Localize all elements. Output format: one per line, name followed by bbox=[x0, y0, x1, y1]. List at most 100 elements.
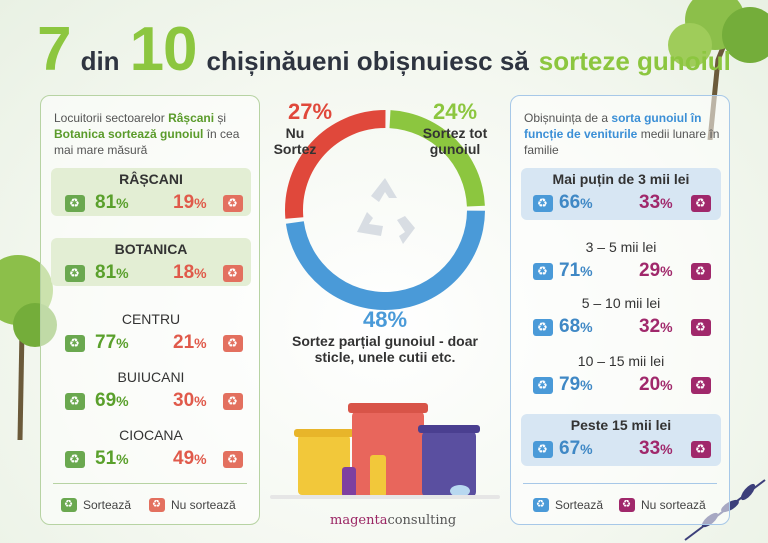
nosort-percent: 33% bbox=[639, 438, 673, 459]
recycle-bin-icon bbox=[533, 263, 553, 280]
recycle-bin-icon bbox=[65, 195, 85, 212]
slice-label-nu-sortez: 27% Nu Sortez bbox=[270, 99, 350, 157]
sector-name: RÂȘCANI bbox=[119, 171, 183, 187]
legend-divider bbox=[53, 483, 247, 484]
legend-nosort: Nu sortează bbox=[149, 498, 236, 512]
title-din: din bbox=[80, 46, 120, 76]
recycle-bin-icon bbox=[65, 451, 85, 468]
income-bracket: Mai puțin de 3 mii lei bbox=[552, 171, 690, 187]
donut-chart bbox=[285, 109, 485, 310]
nosort-percent: 18% bbox=[173, 262, 207, 283]
sector-row: BOTANICA 81% 18% bbox=[51, 238, 251, 286]
recycle-bin-icon bbox=[533, 195, 553, 212]
legend-nosort: Nu sortează bbox=[619, 498, 706, 512]
slice-text: Sortez tot gunoiul bbox=[422, 125, 488, 157]
nosort-percent: 29% bbox=[639, 260, 673, 281]
intro-bold: sorta gunoiul în funcție de veniturile bbox=[524, 111, 702, 141]
title-accent: sorteze gunoiul bbox=[538, 46, 731, 76]
income-bracket: 10 – 15 mii lei bbox=[577, 353, 665, 369]
recycle-bin-icon bbox=[533, 498, 549, 512]
sector-row: CIOCANA 51% 49% bbox=[51, 424, 251, 472]
title-number-10: 10 bbox=[129, 15, 198, 84]
trash-bin-icon bbox=[691, 377, 711, 394]
donut-chart-area: 27% Nu Sortez 24% Sortez tot gunoiul 48%… bbox=[270, 95, 500, 525]
income-row: Mai puțin de 3 mii lei 66% 33% bbox=[521, 168, 721, 220]
sector-name: BUIUCANI bbox=[117, 369, 185, 385]
legend-sort-label: Sortează bbox=[83, 498, 132, 512]
sector-name: BOTANICA bbox=[114, 241, 188, 257]
trash-bin-icon bbox=[223, 451, 243, 468]
legend-sort-label: Sortează bbox=[555, 498, 604, 512]
recycle-bin-icon bbox=[65, 393, 85, 410]
sector-name: CIOCANA bbox=[119, 427, 183, 443]
income-bracket: 5 – 10 mii lei bbox=[581, 295, 661, 311]
income-row: Peste 15 mii lei 67% 33% bbox=[521, 414, 721, 466]
nosort-percent: 19% bbox=[173, 192, 207, 213]
intro-text: Obișnuința de a bbox=[524, 111, 612, 125]
sector-name: CENTRU bbox=[121, 311, 181, 327]
recycle-bin-icon bbox=[65, 265, 85, 282]
title-text: chișinăueni obișnuiesc să bbox=[206, 46, 529, 76]
trash-bin-icon bbox=[223, 265, 243, 282]
title-number-7: 7 bbox=[37, 15, 71, 84]
sectors-intro: Locuitorii sectoarelor Râșcani și Botani… bbox=[54, 110, 254, 158]
intro-bold: Botanica sortează gunoiul bbox=[54, 127, 204, 141]
legend-nosort-label: Nu sortează bbox=[641, 498, 706, 512]
sort-percent: 69% bbox=[95, 390, 129, 411]
slice-value: 27% bbox=[287, 99, 333, 124]
sort-percent: 71% bbox=[559, 260, 593, 281]
slice-label-sortez-partial: 48% Sortez parțial gunoiul - doar sticle… bbox=[280, 307, 490, 365]
recycle-bin-icon bbox=[533, 319, 553, 336]
sort-percent: 81% bbox=[95, 192, 129, 213]
recycle-bin-icon bbox=[65, 335, 85, 352]
slice-text: Sortez parțial gunoiul - doar sticle, un… bbox=[292, 333, 478, 365]
recycle-icon bbox=[357, 178, 415, 244]
nosort-percent: 32% bbox=[639, 316, 673, 337]
legend-nosort-label: Nu sortează bbox=[171, 498, 236, 512]
trash-bin-icon bbox=[691, 319, 711, 336]
trash-bin-icon bbox=[691, 195, 711, 212]
trash-bin-icon bbox=[223, 393, 243, 410]
trash-bin-icon bbox=[223, 335, 243, 352]
donut-slice-2 bbox=[285, 210, 485, 310]
donut-slice-1 bbox=[389, 110, 485, 207]
nosort-percent: 21% bbox=[173, 332, 207, 353]
intro-text: medii lunare în familie bbox=[524, 127, 720, 157]
intro-text: Locuitorii sectoarelor bbox=[54, 111, 169, 125]
nosort-percent: 30% bbox=[173, 390, 207, 411]
trash-bin-icon bbox=[149, 498, 165, 512]
legend-sort: Sortează bbox=[61, 498, 131, 512]
slice-value: 48% bbox=[362, 307, 408, 332]
sort-percent: 68% bbox=[559, 316, 593, 337]
sort-percent: 79% bbox=[559, 374, 593, 395]
sectors-panel: Locuitorii sectoarelor Râșcani și Botani… bbox=[40, 95, 260, 525]
slice-text: Nu Sortez bbox=[273, 125, 317, 157]
sort-percent: 66% bbox=[559, 192, 593, 213]
income-bracket: Peste 15 mii lei bbox=[570, 417, 672, 433]
slice-label-sortez-tot: 24% Sortez tot gunoiul bbox=[410, 99, 500, 157]
income-panel: Obișnuința de a sorta gunoiul în funcție… bbox=[510, 95, 730, 525]
recycle-bin-icon bbox=[61, 498, 77, 512]
sort-percent: 81% bbox=[95, 262, 129, 283]
sector-row: BUIUCANI 69% 30% bbox=[51, 366, 251, 414]
garbage-bins-illustration-icon bbox=[270, 403, 500, 499]
intro-bold: Râșcani bbox=[168, 111, 215, 125]
sort-percent: 51% bbox=[95, 448, 129, 469]
nosort-percent: 20% bbox=[639, 374, 673, 395]
brand-logo: magentaconsulting bbox=[330, 513, 456, 528]
recycle-bin-icon bbox=[533, 377, 553, 394]
trash-bin-icon bbox=[223, 195, 243, 212]
recycle-bin-icon bbox=[533, 441, 553, 458]
trash-bin-icon bbox=[691, 441, 711, 458]
nosort-percent: 33% bbox=[639, 192, 673, 213]
sort-percent: 77% bbox=[95, 332, 129, 353]
slice-value: 24% bbox=[432, 99, 478, 124]
income-intro: Obișnuința de a sorta gunoiul în funcție… bbox=[524, 110, 724, 158]
legend-sort: Sortează bbox=[533, 498, 603, 512]
sort-percent: 67% bbox=[559, 438, 593, 459]
sector-row: RÂȘCANI 81% 19% bbox=[51, 168, 251, 216]
brand-part2: consulting bbox=[387, 513, 457, 528]
page-title: 7 din 10 chișinăueni obișnuiesc să sorte… bbox=[0, 14, 768, 84]
brand-part1: magenta bbox=[330, 513, 388, 528]
sector-row: CENTRU 77% 21% bbox=[51, 308, 251, 356]
